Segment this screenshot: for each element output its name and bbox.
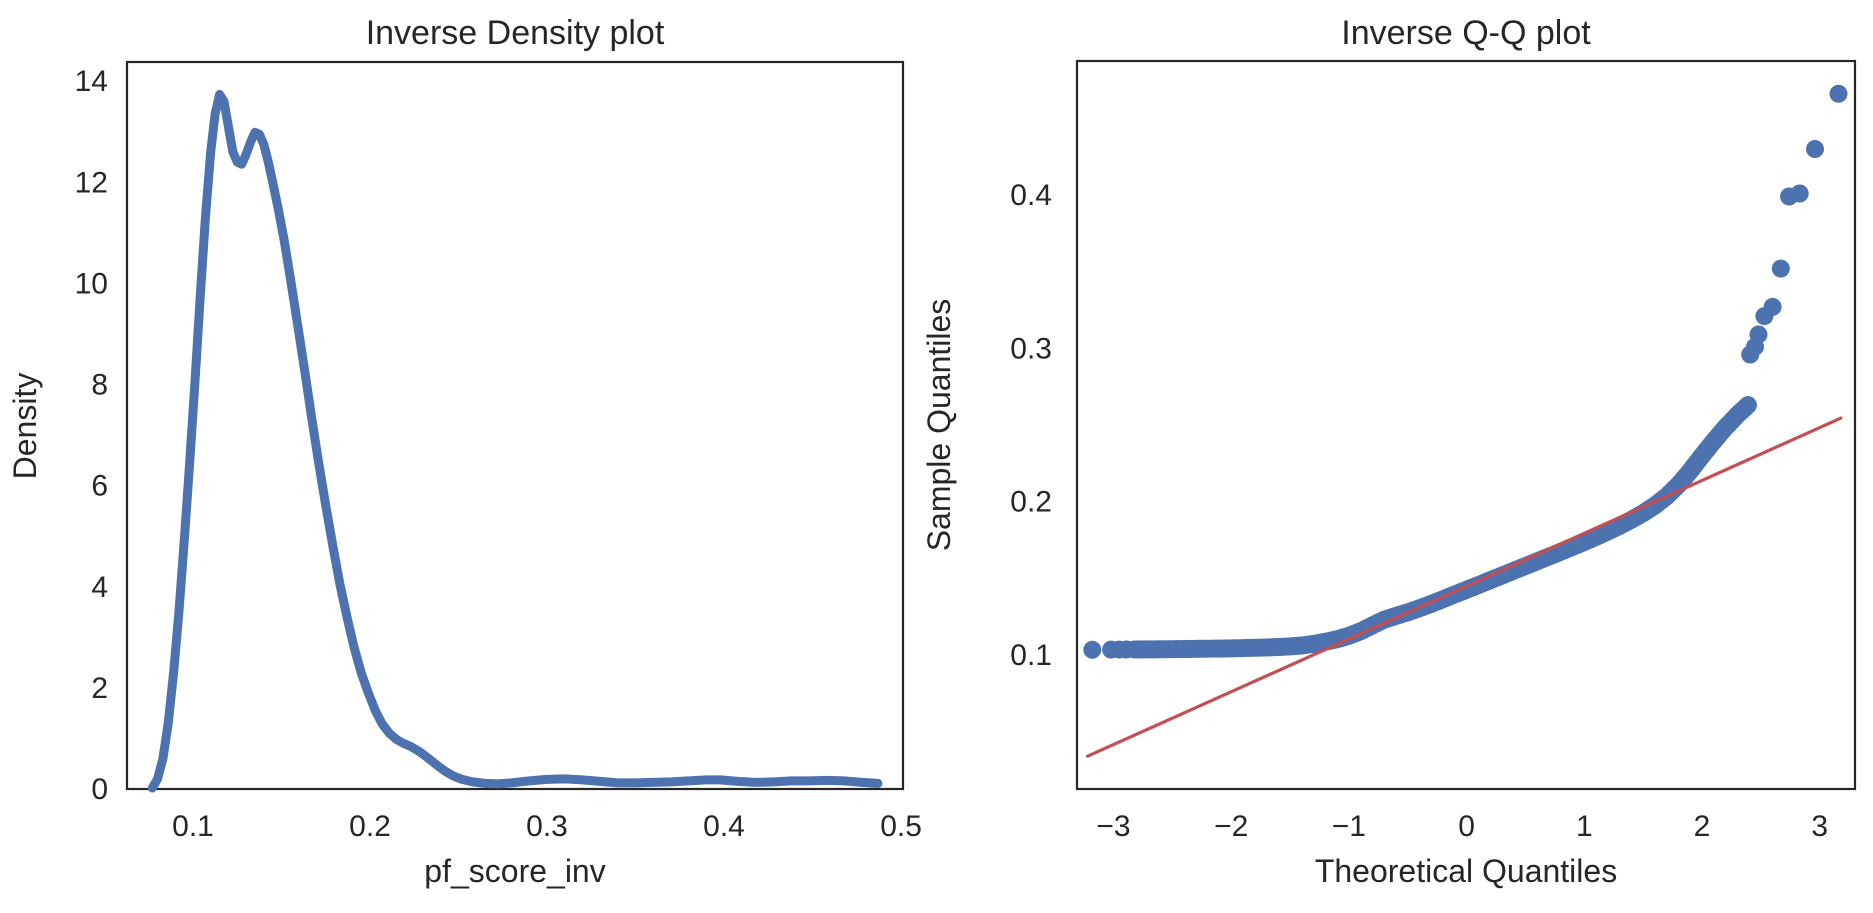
- right-plot-content: −3 −2 −1 0 1 2 3 0.1 0.2 0.3 0.4: [1010, 59, 1857, 843]
- x-tick-label: 2: [1694, 810, 1711, 843]
- qq-point: [1806, 140, 1824, 158]
- x-tick-label: 0.5: [880, 810, 922, 843]
- qq-point: [1771, 259, 1790, 278]
- right-plot-xlabel: Theoretical Quantiles: [1315, 853, 1617, 889]
- left-plot-ylabel: Density: [7, 373, 43, 480]
- x-tick-label: 0.4: [703, 810, 745, 843]
- y-tick-labels: 0.1 0.2 0.3 0.4: [1010, 179, 1052, 672]
- right-plot: Inverse Q-Q plot Theoretical Quantiles S…: [921, 14, 1857, 889]
- left-plot: Inverse Density plot pf_score_inv Densit…: [7, 14, 922, 889]
- qq-point: [1749, 325, 1768, 344]
- plot-border: [125, 60, 905, 791]
- y-tick-label: 12: [75, 166, 108, 199]
- qq-point: [1790, 184, 1809, 203]
- y-tick-label: 0.2: [1010, 486, 1052, 519]
- y-tick-label: 0.3: [1010, 332, 1052, 365]
- y-tick-label: 10: [75, 267, 108, 300]
- y-tick-label: 0: [91, 773, 108, 806]
- density-line: [147, 89, 883, 793]
- qq-point: [1738, 396, 1757, 415]
- qq-point: [1763, 297, 1782, 316]
- y-tick-label: 2: [91, 672, 108, 705]
- x-tick-label: 0.1: [172, 810, 214, 843]
- qq-point: [1083, 640, 1102, 659]
- x-tick-label: 3: [1811, 810, 1828, 843]
- x-tick-label: −2: [1214, 810, 1248, 843]
- x-tick-label: 0: [1458, 810, 1475, 843]
- right-plot-ylabel: Sample Quantiles: [921, 299, 957, 552]
- y-tick-label: 0.4: [1010, 179, 1052, 212]
- x-tick-label: 0.3: [526, 810, 568, 843]
- left-plot-content: 0.1 0.2 0.3 0.4 0.5 0 2 4 6 8 10 12 14: [75, 60, 922, 843]
- y-tick-label: 14: [75, 65, 108, 98]
- x-tick-labels: −3 −2 −1 0 1 2 3: [1096, 810, 1828, 843]
- y-tick-label: 6: [91, 470, 108, 503]
- x-tick-label: −3: [1096, 810, 1130, 843]
- x-tick-label: −1: [1332, 810, 1366, 843]
- qq-points: [1083, 84, 1848, 659]
- qq-fit-line: [1085, 416, 1843, 758]
- y-tick-label: 0.1: [1010, 639, 1052, 672]
- plot-border: [1075, 59, 1857, 791]
- left-plot-title: Inverse Density plot: [366, 14, 665, 52]
- y-tick-label: 8: [91, 369, 108, 402]
- left-plot-xlabel: pf_score_inv: [424, 853, 605, 889]
- right-plot-title: Inverse Q-Q plot: [1341, 14, 1591, 52]
- y-tick-label: 4: [91, 571, 108, 604]
- x-tick-labels: 0.1 0.2 0.3 0.4 0.5: [172, 810, 922, 843]
- qq-point: [1829, 84, 1848, 103]
- x-tick-label: 1: [1576, 810, 1593, 843]
- y-tick-labels: 0 2 4 6 8 10 12 14: [75, 65, 108, 806]
- x-tick-label: 0.2: [349, 810, 391, 843]
